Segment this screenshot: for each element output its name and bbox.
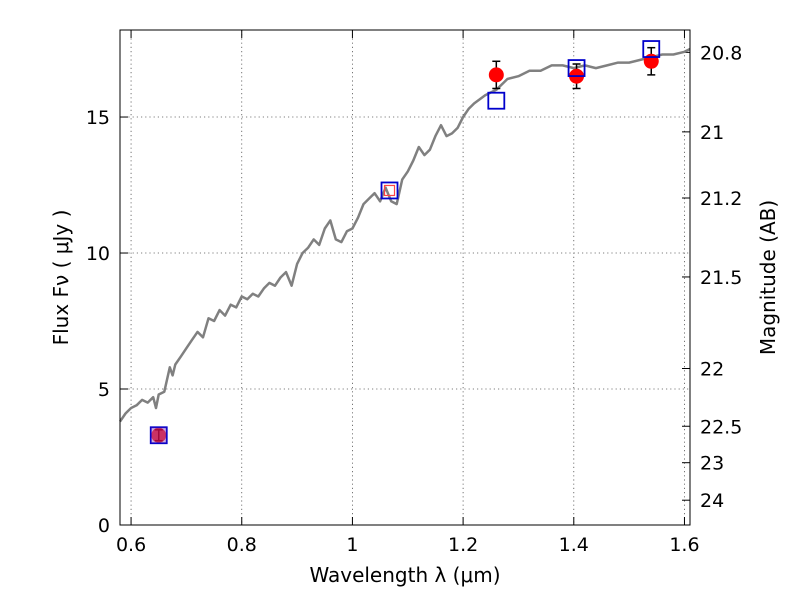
- y-tick-label: 10: [86, 243, 110, 265]
- y2-tick-label: 23: [700, 453, 724, 475]
- synthetic-point: [149, 426, 168, 445]
- x-axis-ticks: 0.6 0.8 1 1.2 1.4 1.6: [116, 30, 700, 556]
- x-axis-title: Wavelength λ (μm): [309, 563, 500, 587]
- y2-axis-ticks: 20.8 21 21.2 21.5 22 22.5 23 24: [682, 42, 742, 512]
- y2-tick-label: 21: [700, 122, 724, 144]
- y2-tick-label: 21.5: [700, 267, 742, 289]
- y2-tick-label: 20.8: [700, 42, 742, 64]
- plot-area-frame: [119, 29, 691, 526]
- y-axis-title: Flux Fν ( μJy ): [49, 210, 73, 346]
- synthetic-point: [487, 91, 506, 110]
- y2-axis-title: Magnitude (AB): [756, 200, 780, 355]
- overlap-marker: [150, 427, 167, 444]
- x-tick-label: 1.4: [559, 534, 589, 556]
- synthetic-point: [642, 40, 661, 58]
- synthetic-point: [380, 181, 399, 200]
- y-tick-label: 5: [98, 379, 110, 401]
- y2-tick-label: 22.5: [700, 416, 742, 438]
- y2-tick-label: 22: [700, 358, 724, 380]
- y2-tick-label: 24: [700, 490, 724, 512]
- y-tick-label: 0: [98, 515, 110, 537]
- y-tick-label: 15: [86, 107, 110, 129]
- y-axis-ticks: 0 5 10 15: [86, 107, 128, 537]
- x-tick-label: 1.2: [448, 534, 478, 556]
- y2-tick-label: 21.2: [700, 188, 742, 210]
- synthetic-point: [567, 59, 586, 77]
- x-tick-label: 1.6: [669, 534, 699, 556]
- observed-point: [643, 53, 659, 69]
- x-tick-label: 0.6: [116, 534, 146, 556]
- observed-point: [488, 67, 504, 83]
- observed-point: [151, 427, 167, 443]
- x-tick-label: 1: [346, 534, 358, 556]
- x-tick-label: 0.8: [227, 534, 257, 556]
- model-spectrum-line: [118, 47, 691, 423]
- grid-layer: [120, 30, 690, 525]
- data-layer: [118, 40, 691, 445]
- observed-marker-inner: [383, 184, 396, 197]
